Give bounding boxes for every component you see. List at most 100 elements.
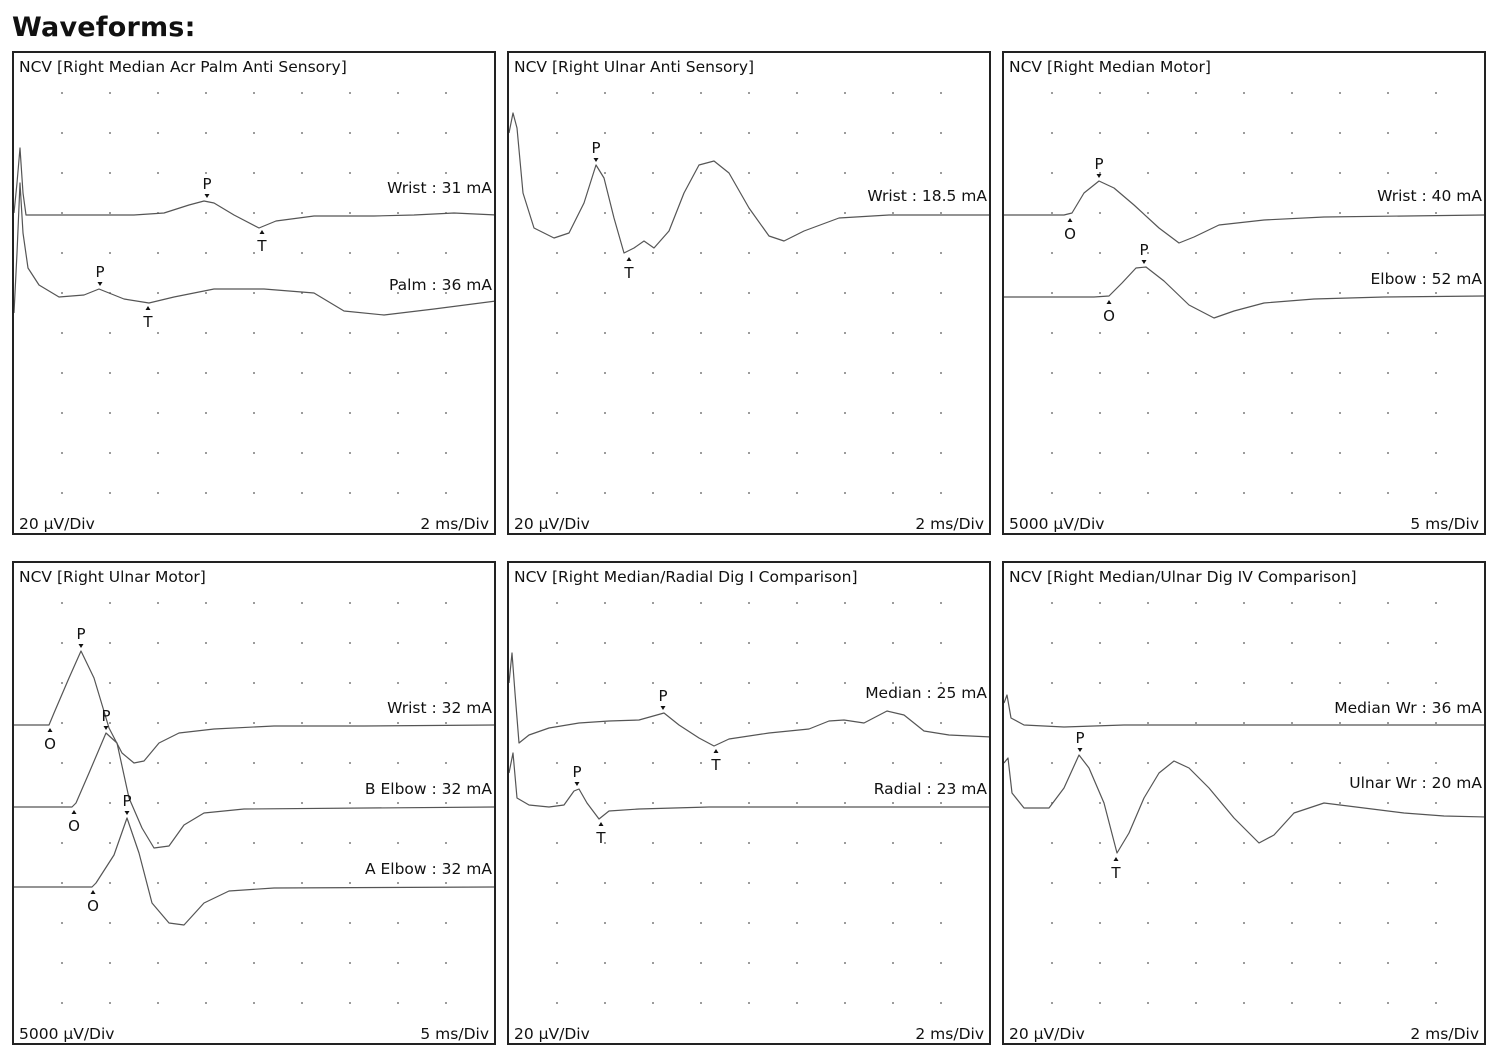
marker-p: P <box>591 139 601 162</box>
svg-text:O: O <box>44 735 56 753</box>
waveform-trace <box>14 650 494 764</box>
marker-p: P <box>1094 155 1104 178</box>
trace-label: Wrist : 18.5 mA <box>867 187 987 205</box>
waveform-trace <box>14 732 494 849</box>
waveform-trace <box>14 817 494 926</box>
waveform-trace <box>509 752 989 820</box>
svg-text:P: P <box>591 139 600 157</box>
waveform-plot: Wrist : 40 mA O P Elbow : 52 mA O P <box>1004 92 1484 494</box>
trace-label: B Elbow : 32 mA <box>365 780 492 798</box>
svg-text:P: P <box>658 687 667 705</box>
waveform-panel-ulnar-anti-sensory: Wrist : 18.5 mA P T NCV [Right Ulnar Anti S… <box>507 51 991 535</box>
waveform-panel-median-motor: Wrist : 40 mA O P Elbow : 52 mA O P NCV [Right… <box>1002 51 1486 535</box>
marker-t: T <box>142 306 153 331</box>
panel-title: NCV [Right Median/Radial Dig I Compariso… <box>514 568 858 586</box>
waveform-plot: Wrist : 32 mA O P B Elbow : 32 mA O P A Elbow … <box>14 602 494 1004</box>
marker-t: T <box>623 257 634 282</box>
svg-text:P: P <box>202 175 211 193</box>
grid-dots <box>61 602 447 1004</box>
grid-dots <box>1051 602 1437 1004</box>
time-scale-label: 2 ms/Div <box>915 1025 984 1043</box>
svg-text:P: P <box>76 625 85 643</box>
waveform-panel-median-acr-palm-sensory: Wrist : 31 mA P T Palm : 36 mA P T NCV [Right … <box>12 51 496 535</box>
svg-text:P: P <box>1094 155 1103 173</box>
svg-text:P: P <box>1075 729 1084 747</box>
trace-label: Ulnar Wr : 20 mA <box>1349 774 1482 792</box>
waveform-panel-median-ulnar-dig-iv: Median Wr : 36 mA Ulnar Wr : 20 mA P T NCV [… <box>1002 561 1486 1045</box>
time-scale-label: 5 ms/Div <box>420 1025 489 1043</box>
marker-p: P <box>1139 241 1149 264</box>
svg-text:P: P <box>1139 241 1148 259</box>
time-scale-label: 2 ms/Div <box>1410 1025 1479 1043</box>
marker-o: O <box>1103 300 1115 325</box>
panel-title: NCV [Right Median Motor] <box>1009 58 1211 76</box>
waveform-trace <box>14 147 494 229</box>
svg-text:O: O <box>68 817 80 835</box>
marker-t: T <box>710 749 721 774</box>
waveform-plot: Wrist : 31 mA P T Palm : 36 mA P T <box>14 92 494 494</box>
waveform-trace <box>1004 266 1484 319</box>
marker-o: O <box>44 728 56 753</box>
marker-p: P <box>101 707 111 730</box>
marker-t: T <box>1110 857 1121 882</box>
amplitude-scale-label: 20 µV/Div <box>1009 1025 1085 1043</box>
svg-text:P: P <box>122 792 131 810</box>
waveform-trace <box>1004 694 1484 728</box>
trace-label: Wrist : 40 mA <box>1377 187 1482 205</box>
marker-o: O <box>87 890 99 915</box>
marker-p: P <box>76 625 86 648</box>
panel-title: NCV [Right Median Acr Palm Anti Sensory] <box>19 58 347 76</box>
trace-label: Radial : 23 mA <box>874 780 988 798</box>
svg-text:O: O <box>87 897 99 915</box>
grid-dots <box>556 92 942 494</box>
svg-text:T: T <box>710 756 721 774</box>
trace-label: Median Wr : 36 mA <box>1334 699 1482 717</box>
trace-label: Palm : 36 mA <box>389 276 492 294</box>
waveform-trace <box>1004 754 1484 854</box>
waveform-panel-ulnar-motor: Wrist : 32 mA O P B Elbow : 32 mA O P A Elbow … <box>12 561 496 1045</box>
page-title: Waveforms: <box>12 12 196 43</box>
marker-o: O <box>68 810 80 835</box>
waveform-plot: Wrist : 18.5 mA P T <box>509 92 989 494</box>
waveform-trace <box>509 112 989 254</box>
panel-title: NCV [Right Median/Ulnar Dig IV Compariso… <box>1009 568 1357 586</box>
marker-t: T <box>595 822 606 847</box>
marker-p: P <box>202 175 212 198</box>
svg-text:O: O <box>1064 225 1076 243</box>
svg-text:T: T <box>256 237 267 255</box>
marker-o: O <box>1064 218 1076 243</box>
amplitude-scale-label: 20 µV/Div <box>514 1025 590 1043</box>
svg-text:P: P <box>572 763 581 781</box>
panel-title: NCV [Right Ulnar Motor] <box>19 568 206 586</box>
trace-label: A Elbow : 32 mA <box>365 860 492 878</box>
amplitude-scale-label: 20 µV/Div <box>514 515 590 533</box>
time-scale-label: 5 ms/Div <box>1410 515 1479 533</box>
waveform-trace <box>14 182 494 316</box>
waveform-panel-median-radial-dig-i: Median : 25 mA P T Radial : 23 mA P T NCV [Rig… <box>507 561 991 1045</box>
svg-text:T: T <box>595 829 606 847</box>
svg-text:T: T <box>623 264 634 282</box>
trace-label: Median : 25 mA <box>865 684 987 702</box>
time-scale-label: 2 ms/Div <box>915 515 984 533</box>
svg-text:T: T <box>1110 864 1121 882</box>
trace-label: Elbow : 52 mA <box>1370 270 1482 288</box>
amplitude-scale-label: 5000 µV/Div <box>1009 515 1105 533</box>
marker-p: P <box>122 792 132 815</box>
svg-text:P: P <box>95 263 104 281</box>
time-scale-label: 2 ms/Div <box>420 515 489 533</box>
amplitude-scale-label: 5000 µV/Div <box>19 1025 115 1043</box>
grid-dots <box>556 602 942 1004</box>
panel-title: NCV [Right Ulnar Anti Sensory] <box>514 58 755 76</box>
marker-t: T <box>256 230 267 255</box>
marker-p: P <box>1075 729 1085 752</box>
waveform-plot: Median Wr : 36 mA Ulnar Wr : 20 mA P T <box>1004 602 1484 1004</box>
waveform-trace <box>509 652 989 747</box>
grid-dots <box>1051 92 1437 494</box>
waveform-trace <box>1004 180 1484 244</box>
svg-text:P: P <box>101 707 110 725</box>
marker-p: P <box>572 763 582 786</box>
trace-label: Wrist : 32 mA <box>387 699 492 717</box>
grid-dots <box>61 92 447 494</box>
svg-text:O: O <box>1103 307 1115 325</box>
marker-p: P <box>658 687 668 710</box>
